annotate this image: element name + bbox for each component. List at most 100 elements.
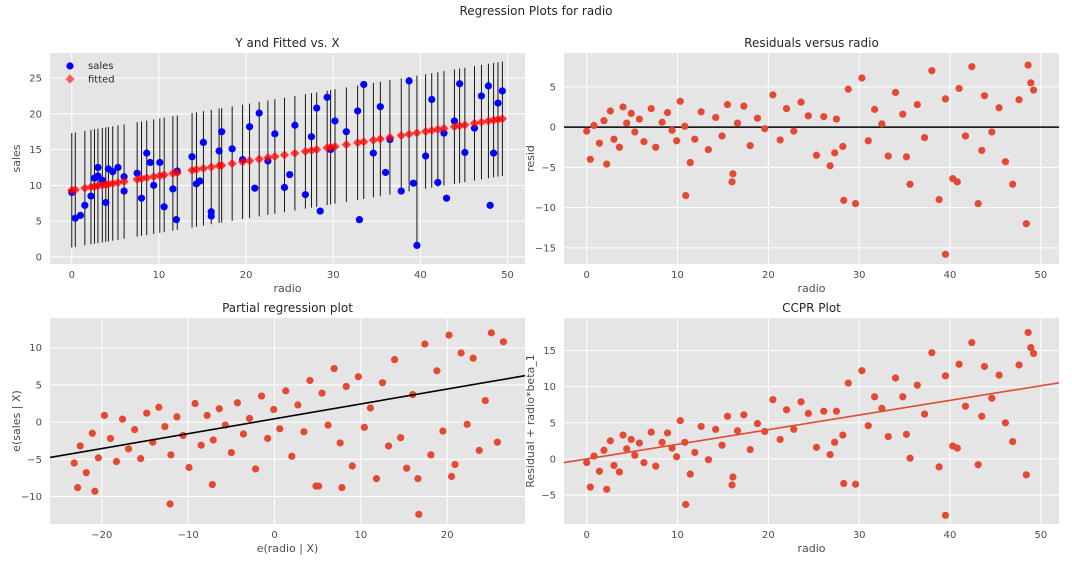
data-point (797, 98, 805, 106)
data-point (447, 472, 456, 481)
sales-point (218, 128, 226, 136)
sales-point (271, 130, 279, 138)
fitted-point (113, 178, 123, 188)
data-point (583, 458, 591, 467)
y-tick-label: 15 (29, 145, 42, 156)
y-tick-label: 15 (543, 346, 556, 357)
data-point (733, 427, 742, 435)
data-point (826, 162, 834, 170)
data-point (658, 438, 666, 446)
data-point (668, 444, 676, 452)
sales-point (150, 181, 158, 189)
fitted-point (460, 120, 470, 130)
x-tick-label: 0 (584, 530, 590, 541)
data-point (704, 146, 713, 154)
fit-line (564, 382, 1059, 464)
data-point (1022, 471, 1030, 479)
data-point (215, 405, 223, 413)
data-point (920, 133, 929, 142)
sales-point (316, 207, 324, 215)
x-tick-label: 30 (327, 270, 340, 281)
data-point (282, 387, 290, 395)
data-point (191, 399, 199, 408)
fitted-point (290, 148, 300, 158)
sales-point (94, 163, 102, 172)
fitted-point (330, 141, 340, 152)
data-point (746, 445, 754, 454)
data-point (336, 439, 344, 447)
sales-point (477, 92, 486, 100)
data-point (487, 329, 495, 337)
data-point (761, 427, 769, 436)
data-point (635, 115, 643, 123)
fitted-point (375, 134, 385, 144)
data-point (82, 469, 90, 477)
sales-point (114, 163, 122, 172)
data-point (112, 457, 121, 466)
y-tick-label: −10 (535, 203, 556, 214)
sales-point (76, 211, 85, 219)
data-point (858, 74, 866, 82)
data-point (324, 421, 332, 429)
x-tick-label: 10 (671, 270, 684, 281)
sales-point (228, 145, 236, 153)
data-point (935, 195, 943, 204)
fitted-point (244, 156, 255, 166)
data-point (76, 442, 84, 450)
x-tick-label: 40 (944, 270, 957, 281)
data-point (733, 119, 742, 127)
data-point (74, 483, 82, 492)
data-point (627, 109, 635, 118)
data-point (427, 451, 435, 459)
data-point (100, 411, 109, 420)
data-point (619, 103, 627, 111)
data-point (590, 121, 598, 130)
plot-content (50, 329, 525, 518)
sales-point (342, 128, 350, 136)
sales-point (422, 152, 430, 160)
data-point (673, 453, 681, 461)
data-point (840, 196, 848, 204)
legend-label-fitted: fitted (88, 75, 115, 86)
fitted-point (439, 123, 449, 133)
data-point (1015, 96, 1023, 104)
y-axis-label: Residual + radio*beta_1 (524, 354, 537, 488)
data-point (663, 429, 672, 437)
data-point (1024, 328, 1032, 337)
x-tick-label: −20 (91, 530, 112, 541)
data-point (913, 100, 921, 109)
data-point (804, 409, 812, 418)
data-point (673, 137, 681, 145)
data-point (891, 374, 900, 382)
x-tick-label: 20 (240, 270, 253, 281)
fitted-point (476, 117, 487, 127)
sales-point (456, 80, 464, 88)
data-point (790, 127, 798, 135)
x-tick-label: 0 (271, 530, 277, 541)
plot-content (564, 61, 1059, 258)
x-tick-label: 20 (762, 530, 775, 541)
fitted-point (412, 128, 422, 138)
plot-area (564, 318, 1059, 524)
x-tick-label: 50 (1034, 270, 1047, 281)
fitted-point (300, 146, 310, 157)
fitted-point (385, 132, 395, 142)
fitted-point (312, 144, 322, 155)
sales-point (494, 99, 502, 107)
x-axis-label: radio (797, 542, 825, 555)
data-point (871, 393, 879, 401)
data-point (712, 113, 720, 122)
data-point (1027, 344, 1035, 352)
sales-point (94, 172, 102, 180)
data-point (740, 102, 748, 110)
fitted-point (206, 162, 216, 172)
data-point (820, 113, 828, 121)
data-point (899, 110, 907, 118)
data-point (955, 84, 963, 93)
data-point (844, 85, 852, 93)
subplot-1: 0 10 20 30 40 50 0 5 10 15 20 25 Y and Fitted vs. X r… (10, 36, 525, 295)
data-point (94, 454, 102, 462)
sales-point (172, 216, 180, 224)
plot-area (50, 318, 525, 524)
subplot-title: Residuals versus radio (744, 36, 879, 50)
